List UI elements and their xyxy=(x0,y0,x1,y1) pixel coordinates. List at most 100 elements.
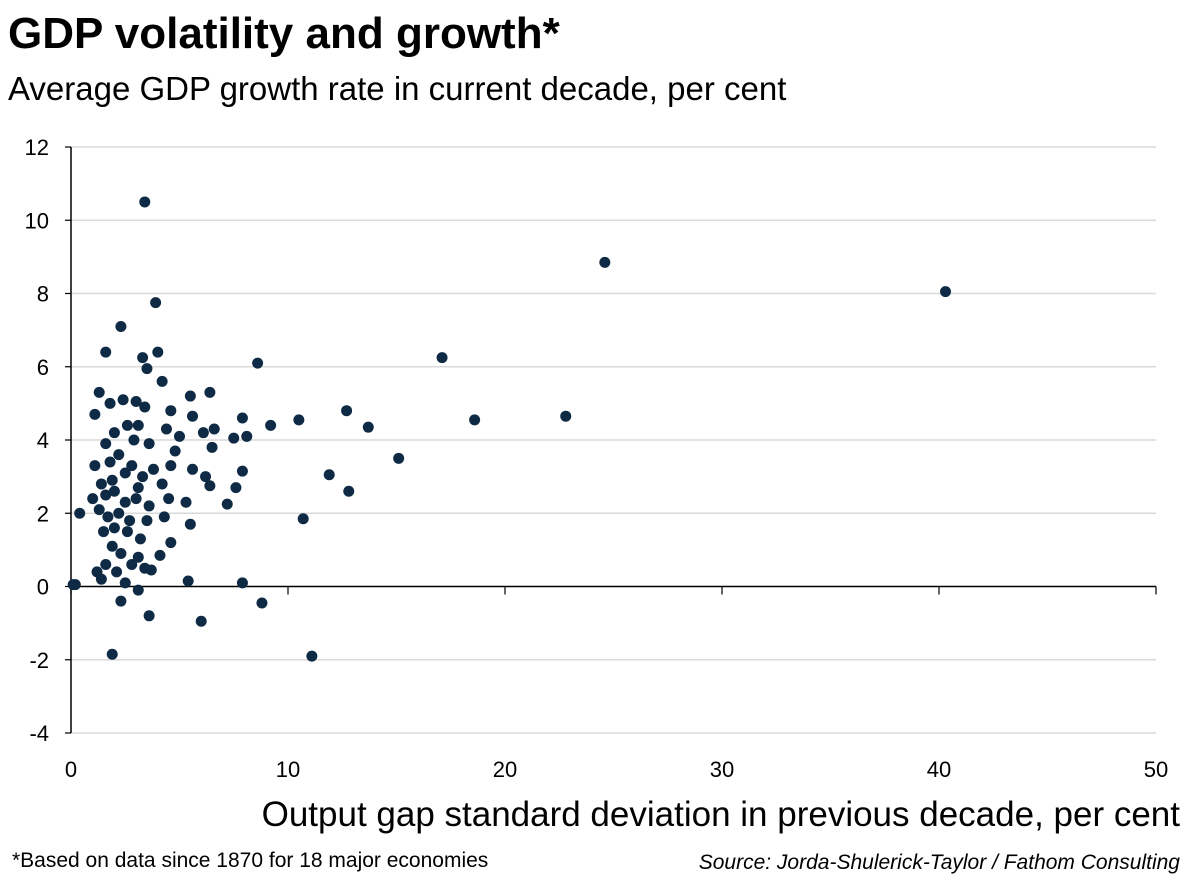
scatter-point xyxy=(121,419,133,431)
scatter-point xyxy=(98,526,110,538)
scatter-point xyxy=(132,482,144,494)
y-tick-label: -2 xyxy=(29,648,49,673)
scatter-point xyxy=(940,286,952,298)
scatter-point xyxy=(69,579,81,591)
scatter-point xyxy=(265,419,277,431)
scatter-point xyxy=(180,496,192,508)
scatter-point xyxy=(147,463,159,475)
y-tick-label: -4 xyxy=(29,721,49,746)
scatter-point xyxy=(236,412,248,424)
scatter-point xyxy=(119,496,131,508)
scatter-point xyxy=(104,456,116,468)
y-tick-label: 12 xyxy=(25,135,49,160)
gridlines xyxy=(71,146,1156,734)
x-axis-title: Output gap standard deviation in previou… xyxy=(261,795,1180,834)
scatter-point xyxy=(165,405,177,417)
data-points xyxy=(67,196,952,662)
tick-labels: -4 -2 0 2 4 6 8 10 12 0 10 20 30 40 50 xyxy=(25,135,1169,782)
scatter-point xyxy=(306,650,318,662)
scatter-point xyxy=(117,394,129,406)
scatter-point xyxy=(184,390,196,402)
scatter-point xyxy=(182,575,194,587)
scatter-point xyxy=(252,357,264,369)
scatter-point xyxy=(141,363,153,375)
scatter-point xyxy=(156,478,168,490)
scatter-point xyxy=(74,507,86,519)
scatter-point xyxy=(158,511,170,523)
scatter-point xyxy=(121,526,133,538)
scatter-point xyxy=(204,480,216,492)
scatter-point xyxy=(113,449,125,461)
scatter-point xyxy=(100,489,112,501)
scatter-point xyxy=(204,386,216,398)
scatter-point xyxy=(134,533,146,545)
y-tick-label: 0 xyxy=(37,575,49,600)
y-tick-label: 10 xyxy=(25,208,49,233)
scatter-point xyxy=(206,441,218,453)
scatter-point xyxy=(165,460,177,472)
scatter-point xyxy=(184,518,196,530)
scatter-point xyxy=(165,537,177,549)
scatter-point xyxy=(95,573,107,585)
scatter-point xyxy=(197,427,209,439)
scatter-point xyxy=(108,522,120,534)
scatter-point xyxy=(100,559,112,571)
scatter-point xyxy=(139,196,151,208)
scatter-point xyxy=(343,485,355,497)
scatter-point xyxy=(241,430,253,442)
scatter-point xyxy=(145,564,157,576)
y-tick-label: 2 xyxy=(37,501,49,526)
scatter-point xyxy=(143,438,155,450)
scatter-point xyxy=(150,297,162,309)
scatter-point xyxy=(104,397,116,409)
scatter-point xyxy=(599,256,611,268)
scatter-point xyxy=(469,414,481,426)
scatter-point xyxy=(87,493,99,505)
scatter-point xyxy=(200,471,212,483)
scatter-point xyxy=(106,474,118,486)
scatter-point xyxy=(128,434,140,446)
scatter-point xyxy=(130,396,142,408)
scatter-point xyxy=(113,507,125,519)
scatter-point xyxy=(560,410,572,422)
axes xyxy=(65,146,1157,734)
scatter-point xyxy=(95,478,107,490)
scatter-point xyxy=(93,386,105,398)
scatter-point xyxy=(323,469,335,481)
scatter-point xyxy=(137,352,149,364)
scatter-point xyxy=(111,566,123,578)
scatter-point xyxy=(436,352,448,364)
y-tick-label: 6 xyxy=(37,355,49,380)
scatter-point xyxy=(163,493,175,505)
x-tick-label: 50 xyxy=(1144,757,1168,782)
scatter-point xyxy=(187,463,199,475)
footnote: *Based on data since 1870 for 18 major e… xyxy=(12,849,489,872)
scatter-point xyxy=(89,408,101,420)
scatter-point xyxy=(119,467,131,479)
scatter-point xyxy=(126,559,138,571)
scatter-point xyxy=(230,482,242,494)
scatter-point xyxy=(124,515,136,527)
chart-title: GDP volatility and growth* xyxy=(8,9,560,58)
scatter-point xyxy=(115,548,127,560)
y-tick-label: 8 xyxy=(37,282,49,307)
scatter-point xyxy=(236,577,248,589)
scatter-point xyxy=(108,485,120,497)
scatter-point xyxy=(297,513,309,525)
scatter-point xyxy=(293,414,305,426)
scatter-point xyxy=(169,445,181,457)
y-tick-label: 4 xyxy=(37,428,49,453)
scatter-point xyxy=(132,584,144,596)
scatter-point xyxy=(236,465,248,477)
scatter-point xyxy=(130,493,142,505)
x-tick-label: 30 xyxy=(710,757,734,782)
scatter-point xyxy=(106,540,118,552)
x-tick-label: 0 xyxy=(65,757,77,782)
scatter-point xyxy=(108,427,120,439)
scatter-point xyxy=(137,471,149,483)
source-note: Source: Jorda-Shulerick-Taylor / Fathom … xyxy=(698,851,1180,874)
chart-subtitle: Average GDP growth rate in current decad… xyxy=(8,70,787,107)
scatter-point xyxy=(143,500,155,512)
scatter-point xyxy=(93,504,105,516)
